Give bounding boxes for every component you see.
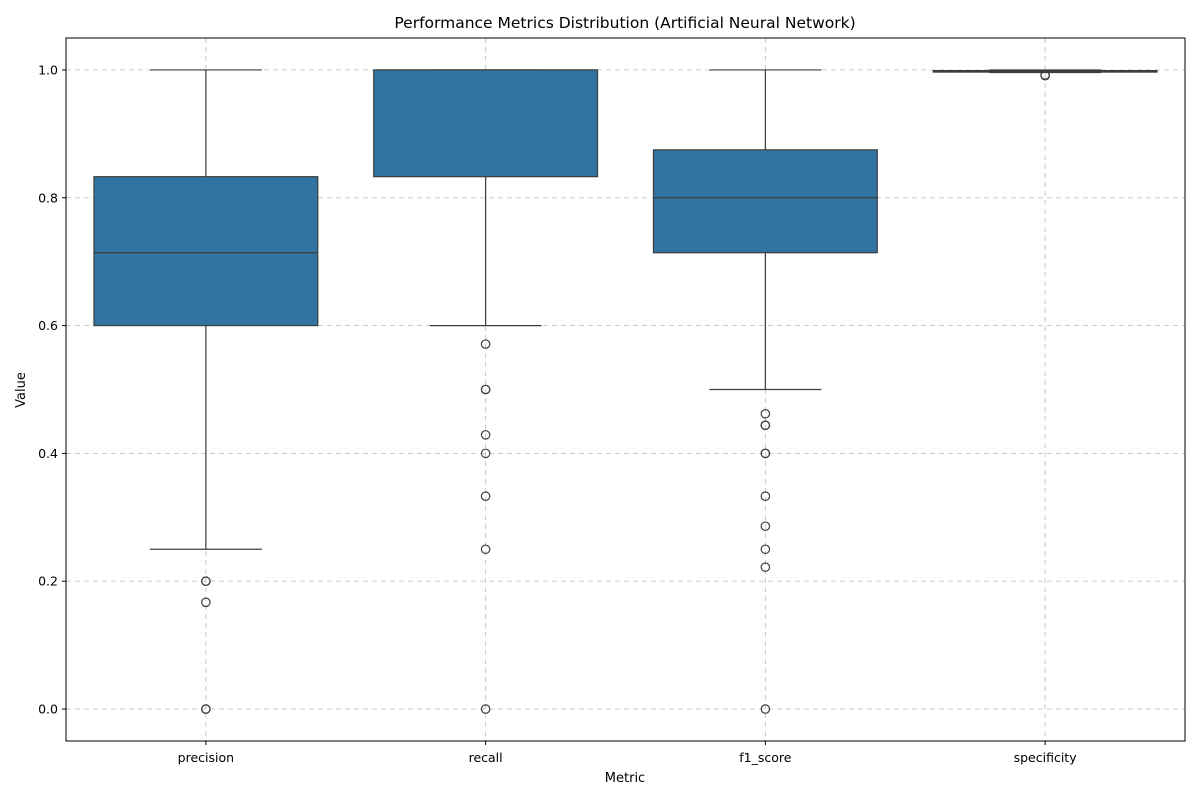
x-tick-label: recall (469, 750, 503, 765)
outlier-point (760, 491, 771, 502)
outlier-point (480, 384, 491, 395)
iqr-box (93, 176, 319, 327)
outlier-point (760, 562, 771, 572)
y-tick-label: 0.2 (38, 574, 58, 589)
outlier-point (201, 597, 211, 608)
box-f1_score (652, 69, 878, 714)
box-specificity (932, 69, 1158, 81)
box-recall (373, 69, 599, 714)
y-tick-label: 0.4 (38, 446, 58, 461)
y-tick-label: 1.0 (38, 62, 58, 77)
outlier-point (760, 521, 771, 532)
outlier-point (760, 704, 771, 714)
outlier-point (1040, 70, 1050, 81)
outlier-point (480, 704, 491, 714)
x-axis-label: Metric (605, 771, 645, 786)
x-tick-label: specificity (1014, 750, 1078, 765)
outlier-point (760, 544, 771, 555)
x-tick-label: f1_score (739, 750, 792, 765)
outlier-point (480, 448, 491, 459)
iqr-box (373, 69, 599, 178)
y-tick-label: 0.6 (38, 318, 58, 333)
x-tick-label: precision (178, 750, 234, 765)
outlier-point (760, 448, 771, 459)
outlier-point (760, 420, 771, 431)
outlier-point (480, 544, 491, 555)
plot-frame (65, 37, 1186, 742)
axis-layer: 0.0 0.2 0.4 0.6 0.8 1.0 precision recall f1_scor… (38, 62, 1077, 765)
y-axis-label: Value (14, 372, 29, 408)
outlier-point (201, 704, 211, 714)
chart-title: Performance Metrics Distribution (Artifi… (394, 14, 855, 32)
y-tick-label: 0.0 (38, 702, 58, 717)
box-layer (93, 69, 1158, 714)
iqr-box (652, 149, 878, 254)
y-tick-label: 0.8 (38, 190, 58, 205)
outlier-point (480, 339, 491, 349)
outlier-point (480, 491, 491, 502)
outlier-point (480, 430, 491, 440)
outlier-point (201, 576, 211, 587)
grid-layer (66, 38, 1185, 741)
outlier-point (760, 408, 771, 419)
box-precision (93, 69, 319, 714)
